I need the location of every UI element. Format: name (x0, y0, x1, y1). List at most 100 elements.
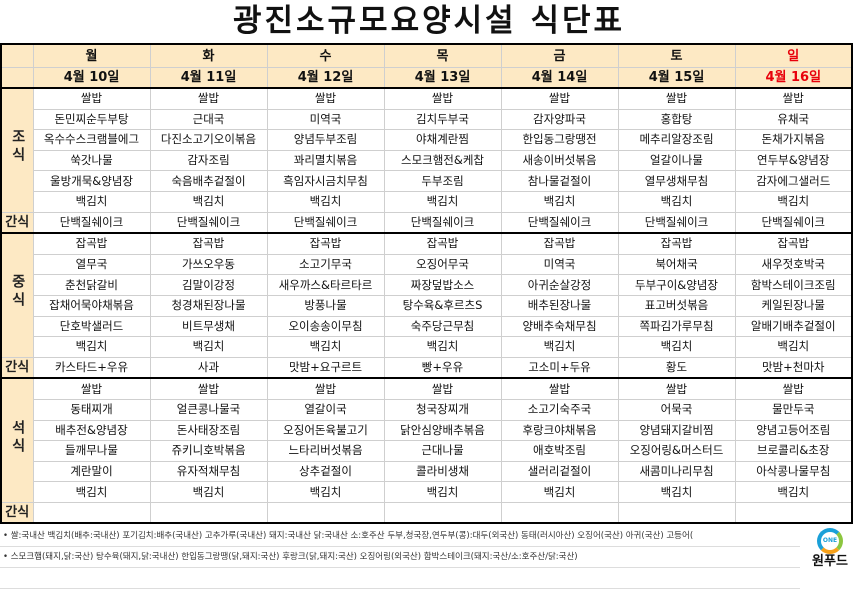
menu-item: 숙주당근무침 (383, 315, 502, 338)
menu-item: 얼갈이나물 (617, 149, 736, 172)
lunch-row: 단호박샐러드 비트무생채 오이송송이무침 숙주당근무침 양배추숙채무침 쪽파김가루무침 알배… (1, 315, 853, 338)
menu-item: 후랑크야채볶음 (500, 419, 619, 442)
lunch-row: 백김치 백김치 백김치 백김치 백김치 백김치 백김치 (1, 336, 853, 358)
snack-item: 맛밤+요구르트 (266, 356, 385, 380)
snack-item (266, 501, 385, 525)
menu-item: 오징어링&머스터드 (617, 440, 736, 462)
snack-item (734, 501, 853, 525)
menu-item: 백김치 (266, 481, 385, 503)
menu-item: 백김치 (32, 481, 151, 503)
company-logo: ONE 원푸드 (806, 528, 854, 570)
snack-item: 사과 (149, 356, 268, 380)
menu-item: 백김치 (734, 336, 853, 358)
lunch-label: 중식 (0, 232, 34, 358)
menu-item: 닭안심양배추볶음 (383, 419, 502, 442)
menu-item: 백김치 (149, 336, 268, 358)
menu-item: 백김치 (500, 481, 619, 503)
menu-item: 감자에그샐러드 (734, 170, 853, 192)
menu-item: 쌀밥 (500, 377, 619, 400)
menu-item: 방풍나물 (266, 294, 385, 317)
menu-table: 월 화 수 목 금 토 일 4월 10일 4월 11일 4월 12일 4월 13일 4월 14일 4월 … (0, 43, 853, 525)
menu-item: 짜장덮밥소스 (383, 274, 502, 296)
menu-item: 숙음배추겉절이 (149, 170, 268, 192)
menu-item: 양념고등어조림 (734, 419, 853, 442)
menu-item: 참나물겉절이 (500, 170, 619, 192)
snack-label: 간식 (0, 211, 34, 235)
menu-item: 돈채가지볶음 (734, 129, 853, 151)
menu-item: 쌀밥 (266, 87, 385, 110)
weekday-header: 목 (383, 43, 502, 68)
menu-item: 백김치 (32, 190, 151, 213)
menu-item: 잡곡밥 (149, 232, 268, 255)
menu-item: 느타리버섯볶음 (266, 440, 385, 462)
breakfast-row: 쑥갓나물 감자조림 꽈리멸치볶음 스모크햄전&케찹 새송이버섯볶음 얼갈이나물 연두부&양념… (1, 149, 853, 172)
menu-item: 잡곡밥 (383, 232, 502, 255)
menu-item: 잡곡밥 (734, 232, 853, 255)
menu-item: 오이송송이무침 (266, 315, 385, 338)
date-header: 4월 15일 (617, 67, 736, 89)
menu-item: 동태찌개 (32, 398, 151, 421)
weekday-header: 일 (734, 43, 853, 68)
date-header: 4월 14일 (500, 67, 619, 89)
menu-item: 두부구이&양념장 (617, 274, 736, 296)
menu-item: 백김치 (149, 481, 268, 503)
snack-item: 단백질쉐이크 (32, 211, 151, 235)
menu-item: 양념돼지갈비찜 (617, 419, 736, 442)
menu-item: 쌀밥 (734, 87, 853, 110)
menu-item: 알배기배추겉절이 (734, 315, 853, 338)
menu-item: 잡곡밥 (266, 232, 385, 255)
snack-item: 빵+우유 (383, 356, 502, 380)
snack-item: 단백질쉐이크 (149, 211, 268, 235)
breakfast-row: 돈민찌순두부탕 근대국 미역국 김치두부국 감자양파국 홍합탕 유채국 (1, 108, 853, 131)
menu-item: 쌀밥 (32, 87, 151, 110)
corner-cell (0, 67, 34, 89)
menu-item: 감자양파국 (500, 108, 619, 131)
menu-item: 함박스테이크조림 (734, 274, 853, 296)
menu-item: 쌀밥 (266, 377, 385, 400)
date-header: 4월 16일 (734, 67, 853, 89)
menu-item: 탕수육&후르츠S (383, 294, 502, 317)
breakfast-row: 조식 쌀밥 쌀밥 쌀밥 쌀밥 쌀밥 쌀밥 쌀밥 (0, 87, 853, 213)
weekday-header: 월 (32, 43, 151, 68)
menu-item: 야채계란찜 (383, 129, 502, 151)
snack-item (617, 501, 736, 525)
dinner-row: 들깨무나물 쥬키니호박볶음 느타리버섯볶음 근대나물 애호박조림 오징어링&머스터드 브로콜… (1, 440, 853, 462)
menu-item: 배추된장나물 (500, 294, 619, 317)
lunch-row: 잡채어묵야채볶음 청경채된장나물 방풍나물 탕수육&후르츠S 배추된장나물 표고버섯볶음 케… (1, 294, 853, 317)
menu-item: 백김치 (617, 190, 736, 213)
menu-item: 브로콜리&초장 (734, 440, 853, 462)
menu-item: 소고기숙주국 (500, 398, 619, 421)
menu-item: 쌀밥 (32, 377, 151, 400)
menu-item: 양념두부조림 (266, 129, 385, 151)
menu-item: 열갈이국 (266, 398, 385, 421)
lunch-row: 춘천닭갈비 김말이강정 새우까스&타르타르 짜장덮밥소스 아귀순살강정 두부구이&양념장 함… (1, 274, 853, 296)
menu-item: 감자조림 (149, 149, 268, 172)
menu-item: 돈사태장조림 (149, 419, 268, 442)
menu-item: 얼큰콩나물국 (149, 398, 268, 421)
menu-item: 백김치 (383, 481, 502, 503)
dinner-row: 백김치 백김치 백김치 백김치 백김치 백김치 백김치 (1, 481, 853, 503)
lunch-row: 중식 잡곡밥 잡곡밥 잡곡밥 잡곡밥 잡곡밥 잡곡밥 잡곡밥 (0, 232, 853, 358)
menu-item: 양배추숙채무침 (500, 315, 619, 338)
menu-item: 백김치 (149, 190, 268, 213)
menu-item: 새콤미나리무침 (617, 460, 736, 483)
menu-item: 백김치 (734, 190, 853, 213)
menu-item: 한입동그랑땡전 (500, 129, 619, 151)
menu-item: 백김치 (734, 481, 853, 503)
menu-item: 잡곡밥 (500, 232, 619, 255)
date-row: 4월 10일 4월 11일 4월 12일 4월 13일 4월 14일 4월 15일 4월 1… (0, 67, 853, 89)
snack-item: 카스타드+우유 (32, 356, 151, 380)
menu-item: 새송이버섯볶음 (500, 149, 619, 172)
snack-label: 간식 (0, 501, 34, 525)
menu-item: 근대국 (149, 108, 268, 131)
menu-item: 쌀밥 (149, 87, 268, 110)
snack-item (32, 501, 151, 525)
logo-name: 원푸드 (812, 554, 848, 569)
snack-label: 간식 (0, 356, 34, 380)
menu-item: 유채국 (734, 108, 853, 131)
dinner-label: 석식 (0, 377, 34, 503)
menu-item: 청경채된장나물 (149, 294, 268, 317)
menu-item: 쌀밥 (617, 87, 736, 110)
snack-row: 간식 (0, 501, 853, 525)
